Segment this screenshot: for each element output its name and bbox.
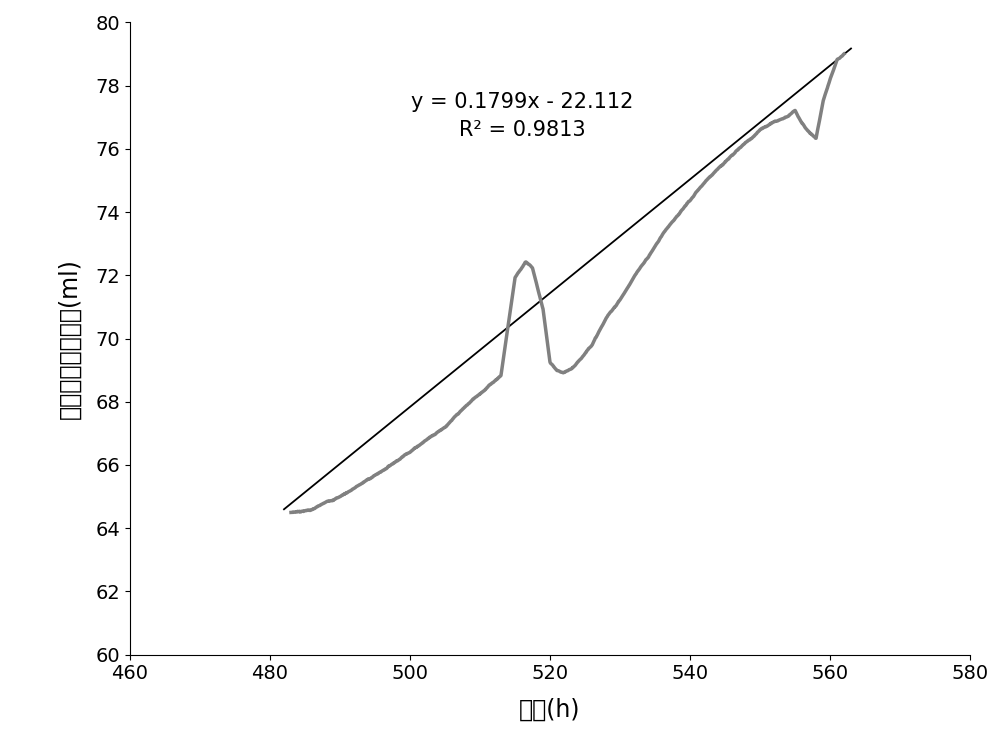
Text: y = 0.1799x - 22.112
R² = 0.9813: y = 0.1799x - 22.112 R² = 0.9813 bbox=[411, 92, 633, 140]
Y-axis label: 试样上端气体体积(ml): 试样上端气体体积(ml) bbox=[58, 258, 82, 419]
X-axis label: 时间(h): 时间(h) bbox=[519, 697, 581, 722]
